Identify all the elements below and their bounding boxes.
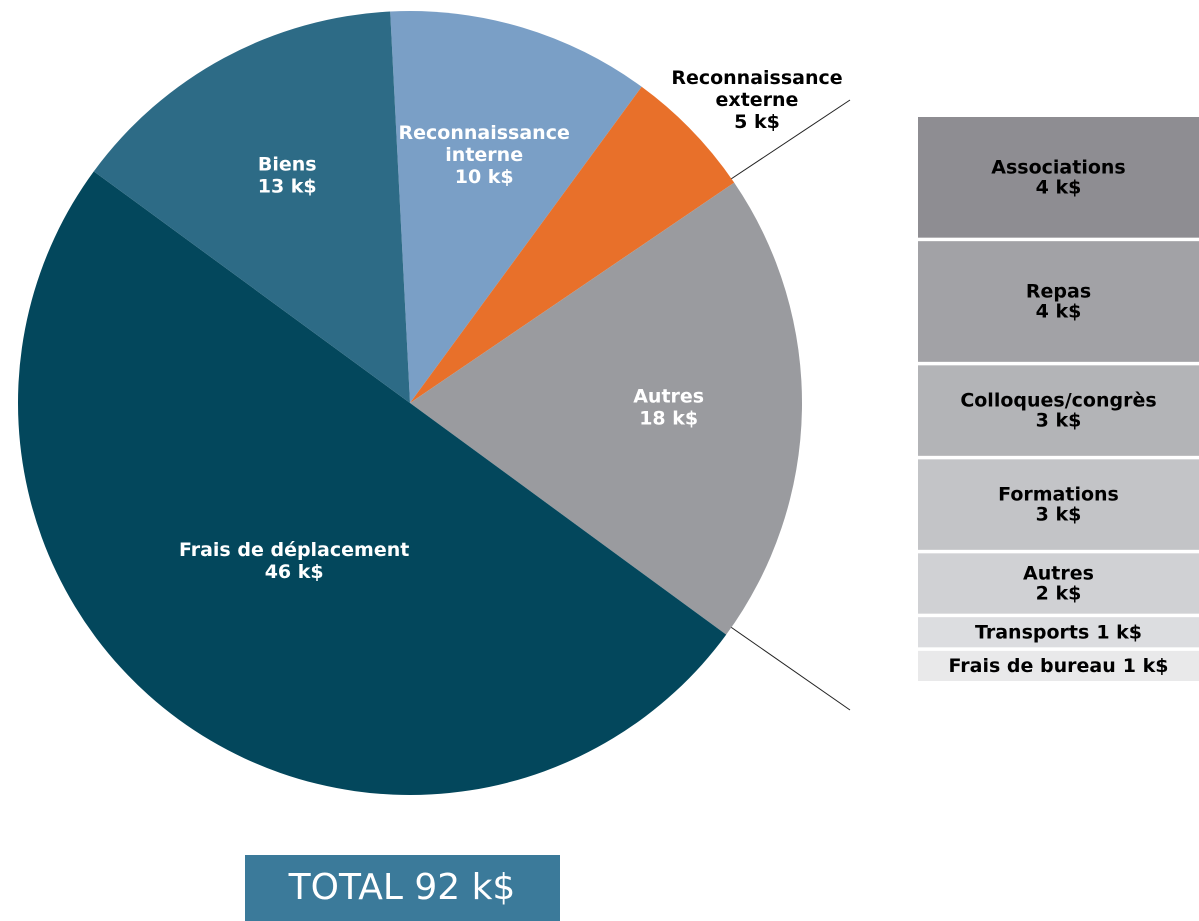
slice-label-line: Reconnaissance (671, 67, 842, 89)
breakdown-name: Associations (991, 156, 1125, 178)
slice-label-line: 13 k$ (258, 175, 317, 197)
slice-label-line: 5 k$ (734, 111, 780, 133)
breakdown-bar (918, 117, 1199, 238)
breakdown-label: Transports 1 k$ (975, 621, 1142, 643)
breakdown-name: Frais de bureau (949, 654, 1116, 676)
breakdown-label: Colloques/congrès 3 k$ (960, 389, 1156, 431)
breakdown-value: 4 k$ (1036, 300, 1082, 322)
slice-label: Reconnaissance interne 10 k$ (399, 122, 570, 188)
slice-label-line: externe (716, 89, 799, 111)
pie-slice (17, 171, 727, 795)
breakdown-name: Formations (998, 483, 1119, 505)
breakdown-name: Colloques/congrès (960, 389, 1156, 411)
breakdown-label: Formations 3 k$ (998, 483, 1119, 525)
slice-label-line: 46 k$ (265, 561, 324, 583)
slice-label-line: Reconnaissance (399, 122, 570, 144)
slice-label: Autres 18 k$ (633, 385, 704, 429)
pie-slice (410, 182, 802, 635)
slice-label-line: 10 k$ (455, 166, 514, 188)
slice-label-line: interne (445, 144, 523, 166)
total-label: TOTAL 92 k$ (288, 867, 516, 908)
pie-slice (390, 10, 642, 403)
total-box (245, 855, 560, 921)
breakdown-bar (918, 459, 1199, 550)
connector-line (724, 622, 851, 711)
slice-label: Reconnaissance externe 5 k$ (671, 67, 842, 133)
breakdown-label: Associations 4 k$ (991, 156, 1125, 198)
breakdown-value: 2 k$ (1036, 582, 1082, 604)
breakdown-name: Autres (1023, 562, 1094, 584)
breakdown-bar (918, 617, 1199, 648)
breakdown-name: Repas (1026, 280, 1091, 302)
breakdown-bar (918, 365, 1199, 456)
pie-slice (93, 11, 410, 403)
slice-label: Frais de déplacement 46 k$ (179, 539, 409, 583)
breakdown-name: Transports (975, 621, 1089, 643)
slice-label-line: 18 k$ (639, 407, 698, 429)
breakdown-bar (918, 650, 1199, 681)
pie-slice (410, 86, 735, 403)
breakdown-label: Frais de bureau 1 k$ (949, 654, 1169, 676)
breakdown-value: 1 k$ (1123, 654, 1169, 676)
breakdown-bar (918, 241, 1199, 362)
breakdown-label: Repas 4 k$ (1026, 280, 1091, 322)
slice-label-line: Biens (258, 153, 317, 175)
connector-line (724, 99, 851, 184)
breakdown-value: 3 k$ (1036, 409, 1082, 431)
slice-label: Biens 13 k$ (258, 153, 317, 197)
slice-label-line: Autres (633, 385, 704, 407)
breakdown-value: 1 k$ (1096, 621, 1142, 643)
breakdown-value: 4 k$ (1036, 176, 1082, 198)
slice-label-line: Frais de déplacement (179, 539, 409, 561)
breakdown-bar (918, 553, 1199, 614)
breakdown-label: Autres 2 k$ (1023, 562, 1094, 604)
breakdown-value: 3 k$ (1036, 503, 1082, 525)
